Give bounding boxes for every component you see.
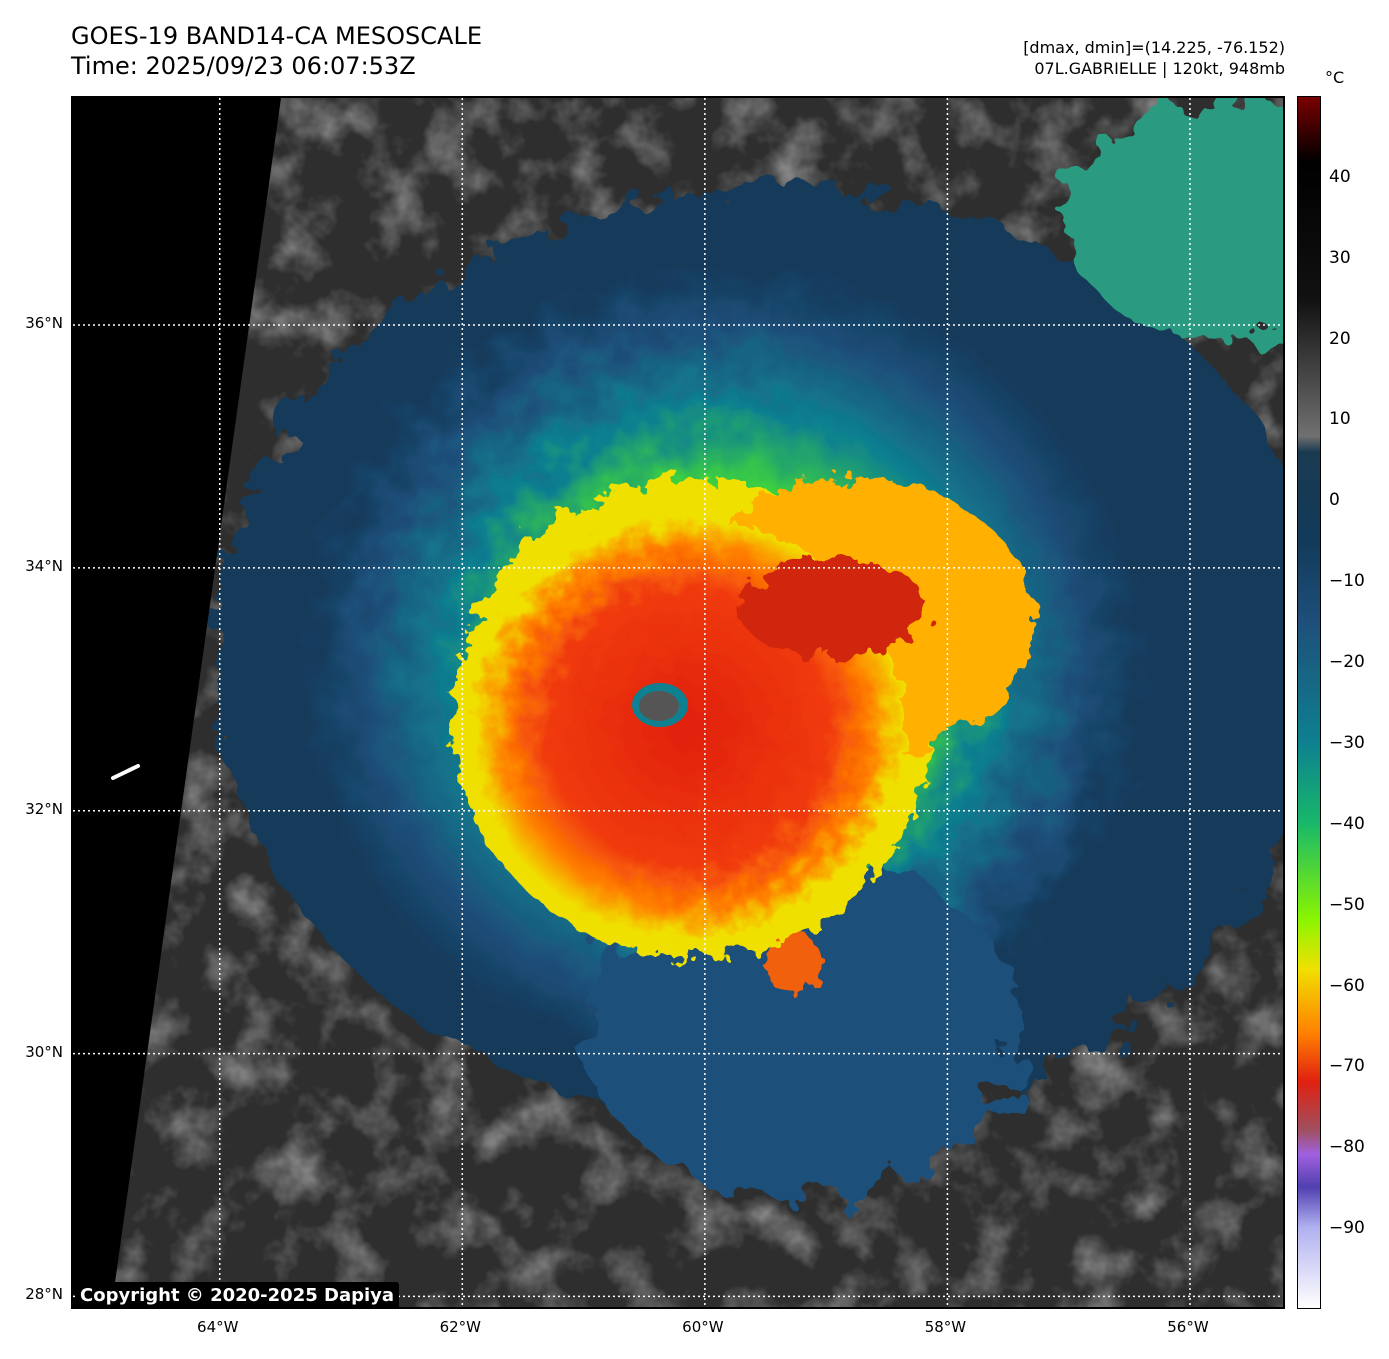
lon-tick-label: 58°W [924,1318,967,1336]
colorbar-tick-label: −10 [1329,571,1365,592]
colorbar-tick-label: 40 [1329,166,1351,187]
colorbar-tick-label: −60 [1329,975,1365,996]
ir-imagery [73,98,1283,1307]
colorbar-tick-label: −40 [1329,813,1365,834]
colorbar [1297,96,1321,1309]
gridlines [73,98,1283,1307]
storm-eye [632,683,688,727]
colorbar-tick-label: −80 [1329,1137,1365,1158]
colorbar-tick-label: −50 [1329,894,1365,915]
satellite-map: Copyright © 2020-2025 Dapiya [71,96,1285,1309]
colorbar-tick-label: −90 [1329,1218,1365,1239]
colorbar-tick-label: −30 [1329,732,1365,753]
lat-tick-label: 30°N [25,1042,63,1061]
storm-info: 07L.GABRIELLE | 120kt, 948mb [1034,59,1285,78]
time-label: Time: 2025/09/23 06:07:53Z [71,52,416,80]
colorbar-tick-label: 10 [1329,409,1351,430]
colorbar-tick-label: 20 [1329,328,1351,349]
lat-tick-label: 32°N [25,799,63,818]
bermuda-island [111,764,140,780]
lon-tick-label: 62°W [439,1318,482,1336]
colorbar-tick-label: −70 [1329,1056,1365,1077]
colorbar-unit: °C [1325,68,1345,87]
copyright-label: Copyright © 2020-2025 Dapiya [75,1282,400,1307]
colorbar-tick-label: −20 [1329,652,1365,673]
range-info: [dmax, dmin]=(14.225, -76.152) [1023,38,1285,57]
lon-tick-label: 60°W [682,1318,724,1336]
chart-title: GOES-19 BAND14-CA MESOSCALE [71,22,482,50]
colorbar-tick-label: 0 [1329,490,1340,511]
colorbar-tick-label: 30 [1329,247,1351,268]
lat-tick-label: 34°N [25,556,63,575]
lon-tick-label: 56°W [1167,1318,1209,1336]
lat-tick-label: 28°N [25,1285,63,1304]
lat-tick-label: 36°N [25,314,63,333]
lon-tick-label: 64°W [197,1318,239,1336]
